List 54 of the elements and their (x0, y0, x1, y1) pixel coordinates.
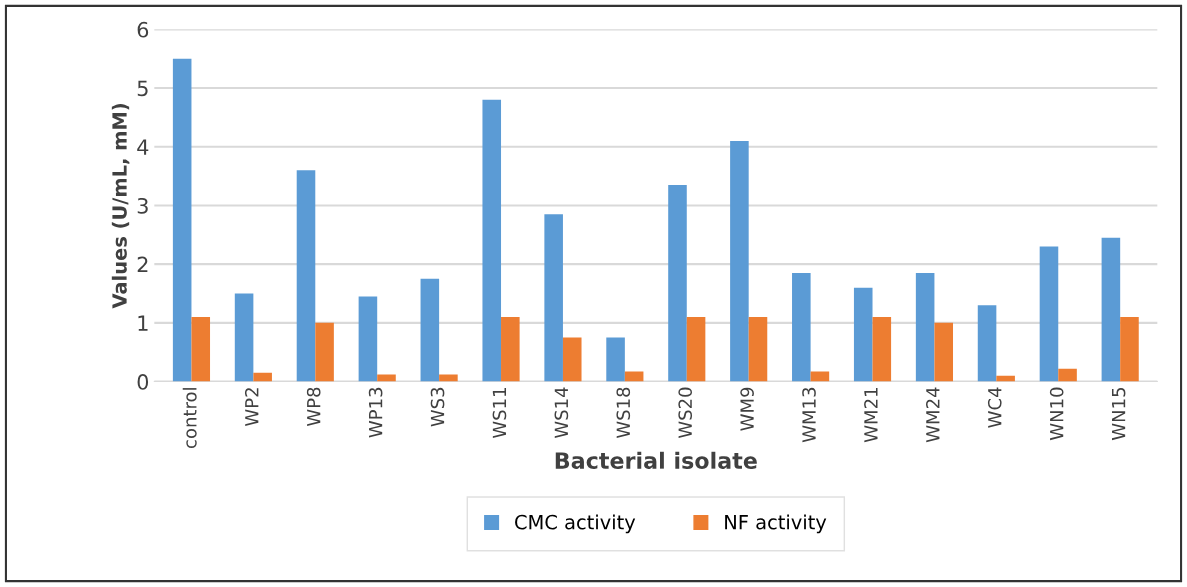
bar (872, 316, 892, 382)
bar (191, 316, 211, 382)
bar (668, 184, 687, 382)
x-tick-label: WP8 (306, 387, 321, 427)
x-tick-label: WS14 (554, 387, 569, 439)
x-axis-title: Bacterial isolate (555, 451, 757, 469)
bar (482, 99, 502, 382)
legend-label: NF activity (725, 514, 827, 534)
bar (544, 214, 563, 382)
bar (730, 140, 749, 382)
bar (234, 293, 254, 382)
bar (1120, 316, 1139, 382)
x-tick-label: WP13 (368, 387, 383, 438)
x-tick-label: WM9 (740, 387, 754, 431)
x-tick-label: WS3 (430, 387, 445, 427)
bar (1101, 237, 1121, 382)
x-tick-label: WN15 (1111, 387, 1126, 441)
x-tick-label: WS20 (678, 387, 693, 439)
legend-label: CMC activity (515, 514, 636, 534)
x-tick-label: WN10 (1049, 387, 1064, 441)
x-tick-label: WS11 (492, 388, 507, 439)
x-tick-label: WM21 (864, 388, 878, 443)
bar (915, 272, 935, 382)
y-tick-label: 6 (137, 21, 149, 38)
x-tick-label: control (182, 388, 197, 448)
bar (253, 372, 272, 382)
bar (296, 170, 316, 382)
x-tick-label: WC4 (987, 387, 1002, 428)
bar (977, 305, 997, 382)
x-tick-label: WS18 (616, 387, 631, 439)
y-tick-label: 2 (137, 256, 148, 273)
bar (934, 322, 954, 382)
y-tick-label: 1 (138, 315, 148, 331)
bar (1058, 368, 1077, 382)
bar (792, 272, 811, 382)
x-tick-label: WM24 (926, 387, 940, 443)
bar (172, 58, 192, 382)
x-tick-label: WP2 (244, 388, 259, 427)
y-tick-label: 0 (137, 374, 149, 390)
bar (748, 316, 768, 382)
y-tick-label: 4 (137, 139, 149, 155)
y-axis-title: Values (U/mL, mM) (111, 104, 130, 309)
bar (420, 278, 440, 382)
bar (358, 296, 378, 382)
x-tick-label: WM13 (802, 387, 816, 443)
y-tick-label: 5 (137, 80, 148, 97)
bar (606, 337, 625, 382)
bar (501, 316, 520, 382)
bar (1039, 246, 1059, 382)
y-tick-label: 3 (137, 197, 148, 214)
bar (315, 322, 334, 382)
bar (853, 287, 873, 382)
bar (562, 337, 582, 382)
bar (686, 316, 706, 382)
